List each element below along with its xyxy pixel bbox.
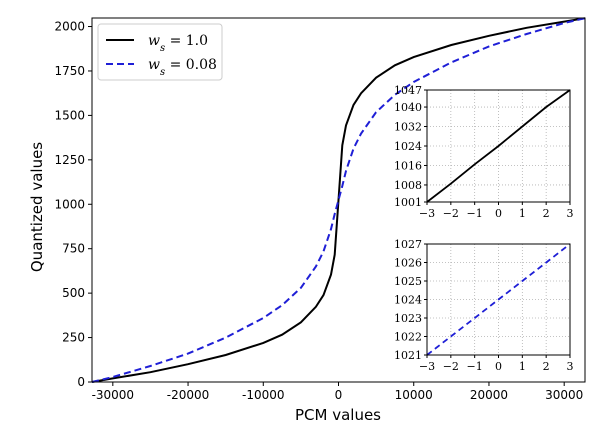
x-tick-label: 0: [335, 388, 343, 402]
x-tick-label: -20000: [167, 388, 210, 402]
inset-series-line: [426, 89, 571, 203]
inset-x-tick-label: 1: [519, 207, 526, 220]
y-tick-label: 250: [62, 331, 85, 345]
inset-x-tick-label: −1: [467, 360, 483, 373]
inset-top: −3 −2 −1 0 1 2 3 1001 1008 1016 1024 1032 1040 1047: [394, 84, 574, 220]
inset-x-tick-label: 3: [567, 360, 574, 373]
inset-y-tick-label: 1023: [394, 312, 422, 325]
x-axis-label: PCM values: [295, 406, 381, 424]
inset-y-tick-label: 1008: [394, 179, 422, 192]
y-tick-label: 1250: [54, 153, 85, 167]
inset-series-line: [426, 243, 571, 356]
main-plot: -30000 -20000 -10000 0 10000 20000 30000025050…: [54, 17, 586, 402]
y-axis-label: Quantized values: [28, 142, 46, 272]
inset-y-tick-label: 1026: [394, 257, 422, 270]
inset-x-tick-label: −3: [419, 207, 435, 220]
inset-bottom: −3 −2 −1 0 1 2 3 1021 1022 1023 1024 1025 1026 1027: [394, 238, 574, 373]
inset-x-tick-label: −2: [443, 207, 459, 220]
inset-x-tick-label: −2: [443, 360, 459, 373]
y-tick-label: 2000: [54, 20, 85, 34]
inset-x-tick-label: 1: [519, 360, 526, 373]
legend-label: ws = 1.0: [148, 33, 208, 54]
inset-y-tick-label: 1047: [394, 84, 422, 97]
y-tick-label: 750: [62, 242, 85, 256]
inset-x-tick-label: −3: [419, 360, 435, 373]
y-tick-label: 0: [77, 375, 85, 389]
y-tick-label: 1500: [54, 108, 85, 122]
inset-x-tick-label: 0: [495, 207, 502, 220]
inset-y-tick-label: 1032: [394, 121, 422, 134]
inset-x-tick-label: 0: [495, 360, 502, 373]
x-tick-label: 30000: [545, 388, 583, 402]
inset-y-tick-label: 1022: [394, 331, 422, 344]
inset-x-tick-label: 2: [543, 207, 550, 220]
legend: ws = 1.0 ws = 0.08: [97, 23, 223, 81]
series-line-0: [91, 17, 586, 383]
inset-y-tick-label: 1024: [394, 294, 422, 307]
inset-y-tick-label: 1027: [394, 238, 422, 251]
inset-x-tick-label: −1: [467, 207, 483, 220]
inset-y-tick-label: 1040: [394, 101, 422, 114]
inset-x-tick-label: 2: [543, 360, 550, 373]
y-tick-label: 1000: [54, 197, 85, 211]
y-tick-label: 1750: [54, 64, 85, 78]
legend-label: ws = 0.08: [148, 57, 217, 78]
y-tick-label: 500: [62, 286, 85, 300]
x-tick-label: -30000: [92, 388, 135, 402]
inset-y-tick-label: 1021: [394, 349, 422, 362]
x-tick-label: -10000: [242, 388, 285, 402]
x-tick-label: 20000: [470, 388, 508, 402]
inset-x-tick-label: 3: [567, 207, 574, 220]
inset-y-tick-label: 1001: [394, 196, 422, 209]
legend-box: [97, 23, 223, 81]
inset-y-tick-label: 1016: [394, 159, 422, 172]
inset-y-tick-label: 1025: [394, 275, 422, 288]
x-tick-label: 10000: [395, 388, 433, 402]
inset-y-tick-label: 1024: [394, 140, 422, 153]
